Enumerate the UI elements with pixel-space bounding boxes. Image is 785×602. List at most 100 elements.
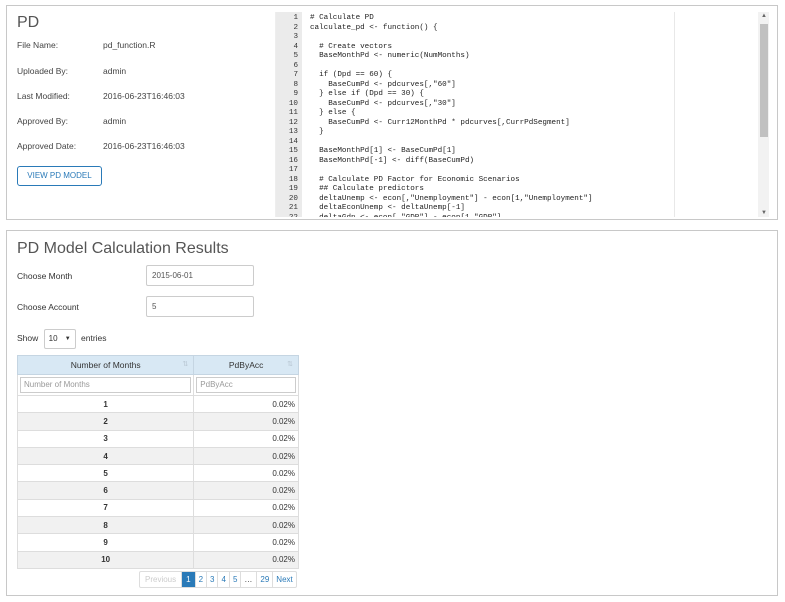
column-header-months-label: Number of Months	[70, 360, 141, 370]
code-text: deltaUnemp <- econ[,"Unemployment"] - ec…	[310, 194, 593, 203]
cell-months: 7	[16, 498, 194, 517]
line-number: 7	[293, 71, 298, 79]
line-number: 3	[293, 33, 298, 41]
month-input[interactable]: 2015-06-01	[146, 265, 254, 286]
line-number-gutter	[276, 12, 302, 217]
cell-pdbyacc: 0.02%	[193, 516, 299, 534]
file-name-value: pd_function.R	[103, 40, 156, 50]
cell-pdbyacc: 0.02%	[193, 464, 299, 482]
entries-length-control: Show 10 ▼ entries	[17, 328, 107, 349]
pagination-ellipsis: …	[240, 572, 256, 587]
table-row[interactable]: 5 0.02%	[16, 464, 299, 482]
cell-months: 9	[16, 533, 194, 552]
uploaded-by-label: Uploaded By:	[17, 66, 69, 76]
last-modified-label: Last Modified:	[17, 91, 70, 101]
entries-select[interactable]: 10 ▼	[43, 328, 76, 349]
entries-value: 10	[48, 333, 58, 343]
code-text: if (Dpd == 60) {	[310, 71, 393, 79]
code-text: BaseCumPd <- pdcurves[,"60"]	[310, 80, 456, 89]
page-button-4[interactable]: 4	[217, 572, 228, 587]
table-row[interactable]: 6 0.02%	[16, 481, 299, 500]
page-button-5[interactable]: 5	[228, 572, 240, 587]
cell-pdbyacc: 0.02%	[193, 550, 299, 569]
cell-pdbyacc: 0.02%	[193, 429, 299, 448]
cell-months: 2	[16, 412, 194, 431]
cell-pdbyacc: 0.02%	[193, 446, 299, 465]
line-number: 13	[288, 128, 298, 136]
editor-scrollbar[interactable]: ▲ ▼	[758, 12, 769, 217]
code-text: } else {	[310, 109, 356, 117]
line-number: 17	[288, 166, 298, 174]
code-text: BaseMonthPd <- numeric(NumMonths)	[310, 52, 470, 60]
code-text: }	[310, 128, 324, 136]
cell-months: 1	[16, 394, 194, 413]
code-editor[interactable]: 1 # Calculate PD 2 calculate_pd <- function…	[275, 12, 769, 217]
results-table: Number of Months ⇅ PdByAcc ⇅ Number of M…	[16, 355, 299, 569]
print-margin	[674, 12, 675, 217]
cell-pdbyacc: 0.02%	[193, 533, 299, 552]
filter-input-months[interactable]: Number of Months	[20, 377, 192, 393]
scrollbar-thumb[interactable]	[760, 24, 768, 137]
table-row[interactable]: 1 0.02%	[16, 394, 299, 413]
table-row[interactable]: 10 0.02%	[16, 550, 299, 569]
line-number: 15	[288, 147, 298, 155]
table-row[interactable]: 4 0.02%	[16, 446, 299, 465]
line-number: 21	[288, 204, 298, 212]
filter-cell-pdbyacc: PdByAcc	[193, 374, 299, 396]
view-pd-model-button[interactable]: VIEW PD MODEL	[17, 166, 102, 186]
table-row[interactable]: 8 0.02%	[16, 516, 299, 534]
uploaded-by-value: admin	[103, 66, 127, 76]
table-row[interactable]: 9 0.02%	[16, 533, 299, 552]
results-title: PD Model Calculation Results	[17, 240, 229, 257]
line-number: 6	[293, 61, 298, 70]
cell-pdbyacc: 0.02%	[193, 394, 299, 413]
choose-account-label: Choose Account	[17, 302, 79, 312]
code-text: BaseMonthPd[1] <- BaseCumPd[1]	[310, 147, 456, 155]
approved-date-value: 2016-06-23T16:46:03	[103, 141, 185, 151]
page-button-29[interactable]: 29	[256, 572, 272, 587]
filter-cell-months: Number of Months	[16, 374, 195, 396]
line-number: 20	[288, 194, 298, 203]
table-row[interactable]: 2 0.02%	[16, 412, 299, 431]
line-number: 18	[288, 175, 298, 184]
line-number: 22	[276, 214, 298, 218]
pd-panel: PD File Name: pd_function.R Uploaded By:…	[6, 5, 778, 220]
scroll-up-icon[interactable]: ▲	[761, 13, 767, 19]
cell-months: 3	[16, 429, 194, 448]
code-text: deltaEconUnemp <- deltaUnemp[-1]	[310, 204, 465, 212]
code-text: BaseMonthPd[-1] <- diff(BaseCumPd)	[310, 156, 475, 165]
line-number: 14	[288, 137, 298, 146]
line-number: 10	[288, 99, 298, 108]
code-text: calculate_pd <- function() {	[310, 23, 438, 32]
code-text: # Create vectors	[310, 42, 393, 51]
code-text: BaseCumPd <- Curr12MonthPd * pdcurves[,C…	[310, 118, 570, 127]
page-button-3[interactable]: 3	[206, 572, 217, 587]
code-text: # Calculate PD	[310, 14, 374, 22]
code-text: # Calculate PD Factor for Economic Scena…	[310, 175, 520, 184]
column-header-pdbyacc[interactable]: PdByAcc ⇅	[193, 355, 299, 375]
column-header-months[interactable]: Number of Months ⇅	[16, 355, 195, 375]
next-page-button[interactable]: Next	[272, 572, 295, 587]
approved-date-label: Approved Date:	[17, 141, 77, 151]
table-row[interactable]: 7 0.02%	[16, 498, 299, 517]
previous-page-button[interactable]: Previous	[145, 575, 177, 584]
scroll-down-icon[interactable]: ▼	[761, 210, 767, 216]
approved-by-label: Approved By:	[17, 116, 69, 126]
table-row[interactable]: 3 0.02%	[16, 429, 299, 448]
code-text: ## Calculate predictors	[310, 185, 424, 193]
page-button-1[interactable]: 1	[181, 572, 195, 587]
line-number: 4	[293, 42, 298, 51]
line-number: 5	[293, 52, 298, 60]
line-number: 2	[293, 23, 298, 32]
show-label: Show	[17, 333, 39, 343]
cell-months: 6	[16, 481, 194, 500]
line-number: 8	[293, 80, 298, 89]
account-input[interactable]: 5	[146, 296, 254, 317]
filter-input-pdbyacc[interactable]: PdByAcc	[196, 377, 296, 393]
pd-title: PD	[17, 14, 40, 31]
sort-both-icon: ⇅	[287, 361, 293, 368]
approved-by-value: admin	[103, 116, 127, 126]
pagination: Previous 1 2 3 4 5 … 29 Next	[139, 571, 297, 588]
page-button-2[interactable]: 2	[194, 572, 206, 587]
line-number: 1	[293, 14, 298, 22]
